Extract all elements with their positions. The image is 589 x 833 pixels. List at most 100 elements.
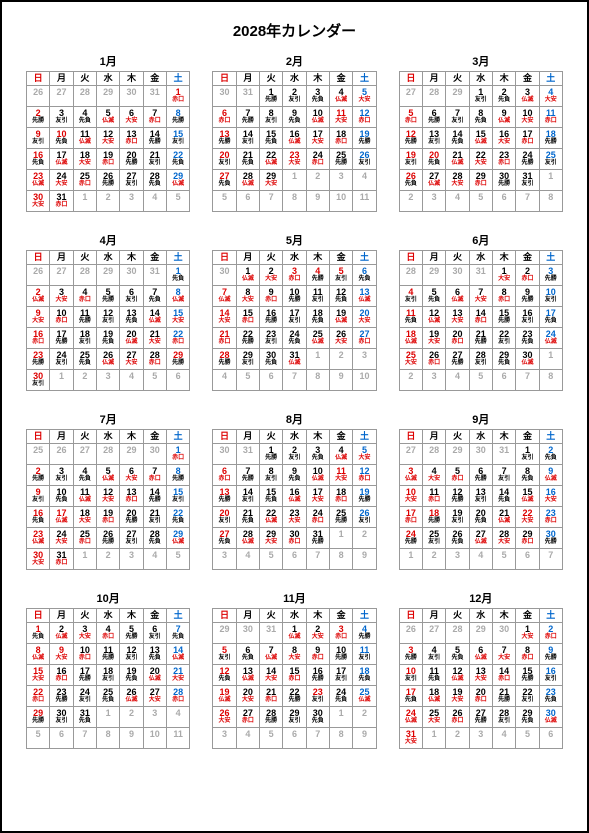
day-cell: 4	[120, 370, 143, 391]
rokuyo-label: 仏滅	[516, 360, 538, 367]
rokuyo-label: 先勝	[540, 276, 562, 283]
day-number: 23	[27, 349, 49, 360]
day-number: 20	[470, 686, 492, 697]
weekday-header: 火	[446, 609, 469, 623]
rokuyo-label: 赤口	[283, 539, 305, 546]
rokuyo-label: 赤口	[446, 339, 468, 346]
day-cell: 2	[399, 191, 422, 212]
day-number: 27	[120, 528, 142, 539]
day-cell: 27	[50, 265, 73, 286]
day-cell: 28	[73, 265, 96, 286]
day-cell: 3先勝	[399, 644, 422, 665]
day-cell: 14赤口	[469, 307, 492, 328]
day-number: 30	[260, 349, 282, 360]
day-cell: 10	[353, 370, 376, 391]
day-cell: 27先負	[213, 170, 236, 191]
day-cell: 2先勝	[27, 465, 50, 486]
day-number: 11	[540, 107, 562, 118]
rokuyo-label: 先勝	[120, 160, 142, 167]
day-number: 28	[446, 623, 468, 634]
day-number: 17	[400, 686, 422, 697]
rokuyo-label: 赤口	[237, 718, 259, 725]
day-number: 27	[120, 170, 142, 181]
weekday-header: 水	[469, 251, 492, 265]
day-number: 30	[213, 444, 235, 455]
rokuyo-label: 大安	[330, 118, 352, 125]
rokuyo-label: 大安	[144, 339, 166, 346]
day-cell: 2仏滅	[50, 623, 73, 644]
rokuyo-label: 先負	[400, 181, 422, 188]
day-cell: 4	[446, 370, 469, 391]
day-cell: 1	[539, 349, 562, 370]
day-number: 12	[446, 665, 468, 676]
day-number: 31	[144, 265, 166, 276]
weekday-header: 木	[492, 609, 515, 623]
rokuyo-label: 仏滅	[400, 339, 422, 346]
day-number: 16	[50, 665, 72, 676]
weekday-header: 火	[73, 72, 96, 86]
rokuyo-label: 仏滅	[27, 297, 49, 304]
day-cell: 6	[259, 370, 282, 391]
day-cell: 30大安	[27, 191, 50, 212]
day-number: 26	[400, 170, 422, 181]
day-number: 24	[516, 149, 538, 160]
day-cell: 9	[353, 728, 376, 749]
day-number: 10	[307, 107, 329, 118]
day-cell: 20友引	[213, 149, 236, 170]
day-number: 25	[423, 528, 445, 539]
day-cell: 31大安	[399, 728, 422, 749]
weekday-header: 日	[213, 430, 236, 444]
weekday-header: 日	[213, 72, 236, 86]
day-cell: 3先負	[306, 86, 329, 107]
rokuyo-label: 友引	[330, 676, 352, 683]
day-number: 6	[50, 728, 72, 739]
day-cell: 27	[73, 444, 96, 465]
rokuyo-label: 先勝	[307, 539, 329, 546]
day-cell: 17仏滅	[50, 507, 73, 528]
rokuyo-label: 友引	[27, 381, 49, 388]
day-cell: 10仏滅	[306, 107, 329, 128]
day-cell: 25赤口	[73, 170, 96, 191]
rokuyo-label: 仏滅	[470, 655, 492, 662]
weekday-header: 金	[143, 251, 166, 265]
day-number: 20	[423, 149, 445, 160]
day-cell: 12仏滅	[422, 307, 445, 328]
day-cell: 12先勝	[399, 128, 422, 149]
day-cell: 12赤口	[353, 107, 376, 128]
day-cell: 30仏滅	[539, 707, 562, 728]
day-number: 7	[213, 286, 235, 297]
day-cell: 7	[306, 549, 329, 570]
day-cell: 1大安	[492, 265, 515, 286]
day-cell: 8	[329, 728, 352, 749]
day-number: 4	[330, 86, 352, 97]
day-number: 7	[493, 644, 515, 655]
rokuyo-label: 友引	[260, 118, 282, 125]
day-cell: 19先負	[120, 665, 143, 686]
day-cell: 5	[259, 549, 282, 570]
rokuyo-label: 仏滅	[446, 297, 468, 304]
day-number: 5	[167, 549, 189, 560]
rokuyo-label: 友引	[493, 476, 515, 483]
day-number: 12	[353, 107, 375, 118]
month-label: 2月	[212, 53, 376, 69]
rokuyo-label: 大安	[400, 739, 422, 746]
day-cell: 4先勝	[353, 623, 376, 644]
weekday-header: 火	[73, 609, 96, 623]
rokuyo-label: 先負	[423, 160, 445, 167]
rokuyo-label: 先勝	[260, 318, 282, 325]
rokuyo-label: 先勝	[74, 676, 96, 683]
day-number: 29	[97, 86, 119, 97]
day-number: 26	[400, 623, 422, 634]
day-number: 26	[97, 528, 119, 539]
day-cell: 6仏滅	[446, 286, 469, 307]
day-number: 29	[97, 265, 119, 276]
day-number: 19	[330, 307, 352, 318]
month-table: 日月火水木金土30311先勝2友引3先負4仏滅5大安6赤口7先勝8友引9先負10…	[212, 429, 376, 570]
day-cell: 24仏滅	[539, 328, 562, 349]
rokuyo-label: 先負	[283, 118, 305, 125]
day-number: 26	[423, 349, 445, 360]
rokuyo-label: 仏滅	[260, 160, 282, 167]
day-cell: 27	[422, 623, 445, 644]
day-cell: 15大安	[27, 665, 50, 686]
day-number: 7	[260, 644, 282, 655]
